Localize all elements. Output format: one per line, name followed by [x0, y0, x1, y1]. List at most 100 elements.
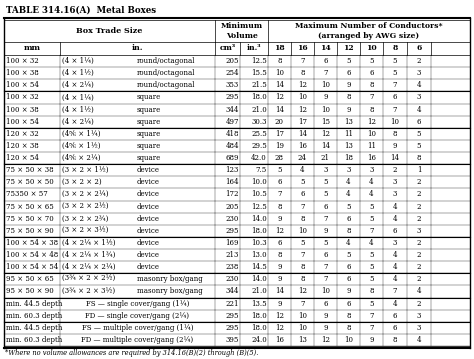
Text: 1: 1	[417, 166, 421, 174]
Text: 75 × 50 × 65: 75 × 50 × 65	[6, 202, 54, 211]
Text: 6: 6	[277, 239, 282, 247]
Text: 30.3: 30.3	[252, 118, 267, 126]
Text: 24: 24	[298, 154, 307, 162]
Text: 14.0: 14.0	[251, 275, 267, 283]
Text: in.: in.	[132, 45, 143, 52]
Text: device: device	[137, 227, 160, 235]
Text: 6: 6	[323, 299, 328, 308]
Text: 100 × 38: 100 × 38	[6, 106, 39, 113]
Text: 7: 7	[323, 275, 328, 283]
Text: (4 × 2¼): (4 × 2¼)	[62, 118, 94, 126]
Text: 75 × 50 × 38: 75 × 50 × 38	[6, 166, 54, 174]
Text: 17: 17	[275, 130, 284, 138]
Text: 16: 16	[275, 336, 284, 344]
Text: (4⅚ × 1¼): (4⅚ × 1¼)	[62, 130, 100, 138]
Text: *Where no volume allowances are required by 314.16(B)(2) through (B)(5).: *Where no volume allowances are required…	[5, 349, 258, 357]
Text: 169: 169	[226, 239, 239, 247]
Text: 4: 4	[369, 190, 374, 199]
Text: square: square	[137, 106, 161, 113]
Text: 5: 5	[369, 275, 374, 283]
Text: 7: 7	[323, 215, 328, 223]
Text: 230: 230	[226, 215, 239, 223]
Text: 9: 9	[277, 299, 282, 308]
Text: 3: 3	[417, 227, 421, 235]
Text: (3¾ × 2 × 3½): (3¾ × 2 × 3½)	[62, 288, 115, 295]
Text: masonry box/gang: masonry box/gang	[137, 275, 203, 283]
Text: 9: 9	[277, 215, 282, 223]
Text: 9: 9	[346, 106, 351, 113]
Text: 75350 × 57: 75350 × 57	[6, 190, 48, 199]
Text: 10: 10	[391, 118, 400, 126]
Text: 295: 295	[226, 227, 239, 235]
Text: (4 × 1¼): (4 × 1¼)	[62, 57, 94, 65]
Text: 9: 9	[369, 336, 374, 344]
Text: (4⅚ × 2¼): (4⅚ × 2¼)	[62, 154, 100, 162]
Text: mm: mm	[24, 45, 40, 52]
Text: 9: 9	[277, 263, 282, 271]
Text: 21.5: 21.5	[251, 81, 267, 89]
Text: 3: 3	[417, 324, 421, 332]
Text: 100 × 32: 100 × 32	[6, 57, 39, 65]
Text: min. 44.5 depth: min. 44.5 depth	[6, 299, 63, 308]
Text: 10.3: 10.3	[251, 239, 267, 247]
Text: 3: 3	[323, 166, 328, 174]
Text: 29.5: 29.5	[251, 142, 267, 150]
Text: 295: 295	[226, 93, 239, 102]
Text: round/octagonal: round/octagonal	[137, 57, 195, 65]
Text: 5: 5	[277, 166, 282, 174]
Text: round/octagonal: round/octagonal	[137, 69, 195, 77]
Text: 9: 9	[323, 93, 328, 102]
Text: 7: 7	[323, 69, 328, 77]
Text: square: square	[137, 154, 161, 162]
Text: 21.0: 21.0	[251, 106, 267, 113]
Text: 12: 12	[298, 81, 307, 89]
Text: 17: 17	[298, 118, 307, 126]
Text: 3: 3	[417, 93, 421, 102]
Text: 5: 5	[346, 202, 351, 211]
Text: 2: 2	[417, 190, 421, 199]
Text: 2: 2	[417, 57, 421, 65]
Text: (4 × 2¼): (4 × 2¼)	[62, 81, 94, 89]
Text: 8: 8	[369, 81, 374, 89]
Text: 14: 14	[320, 45, 331, 52]
Text: 353: 353	[226, 81, 239, 89]
Text: 8: 8	[277, 202, 282, 211]
Text: 12: 12	[321, 336, 330, 344]
Text: 12: 12	[275, 324, 284, 332]
Text: (4 × 2¼ × 1½): (4 × 2¼ × 1½)	[62, 239, 116, 247]
Text: device: device	[137, 202, 160, 211]
Text: 205: 205	[226, 202, 239, 211]
Text: 75 × 50 × 50: 75 × 50 × 50	[6, 178, 54, 186]
Text: 6: 6	[300, 190, 305, 199]
Text: 8: 8	[346, 312, 351, 320]
Text: (3 × 2 × 3½): (3 × 2 × 3½)	[62, 227, 109, 235]
Text: min. 44.5 depth: min. 44.5 depth	[6, 324, 63, 332]
Text: 8: 8	[346, 324, 351, 332]
Text: 4: 4	[417, 288, 421, 295]
Text: 4: 4	[393, 263, 397, 271]
Text: 7: 7	[369, 93, 374, 102]
Text: (3 × 2 × 2): (3 × 2 × 2)	[62, 178, 101, 186]
Text: 100 × 54 × 54: 100 × 54 × 54	[6, 263, 58, 271]
Text: (3 × 2 × 2¾): (3 × 2 × 2¾)	[62, 215, 109, 223]
Text: (4 × 1½): (4 × 1½)	[62, 69, 94, 77]
Text: min. 60.3 depth: min. 60.3 depth	[6, 312, 62, 320]
Text: 6: 6	[393, 227, 397, 235]
Text: 18.0: 18.0	[251, 227, 267, 235]
Text: 7: 7	[300, 202, 305, 211]
Text: 16: 16	[297, 45, 308, 52]
Text: 100 × 54 × 48: 100 × 54 × 48	[6, 251, 58, 259]
Text: 5: 5	[300, 178, 305, 186]
Text: 6: 6	[346, 299, 351, 308]
Text: 7.5: 7.5	[256, 166, 267, 174]
Text: 10: 10	[321, 106, 330, 113]
Text: 2: 2	[417, 215, 421, 223]
Text: 7: 7	[323, 263, 328, 271]
Text: 13: 13	[298, 336, 307, 344]
Text: 28: 28	[275, 154, 284, 162]
Text: 18.0: 18.0	[251, 93, 267, 102]
Text: 14: 14	[275, 288, 284, 295]
Text: 13.0: 13.0	[251, 251, 267, 259]
Text: 100 × 54: 100 × 54	[6, 81, 39, 89]
Text: 12: 12	[275, 93, 284, 102]
